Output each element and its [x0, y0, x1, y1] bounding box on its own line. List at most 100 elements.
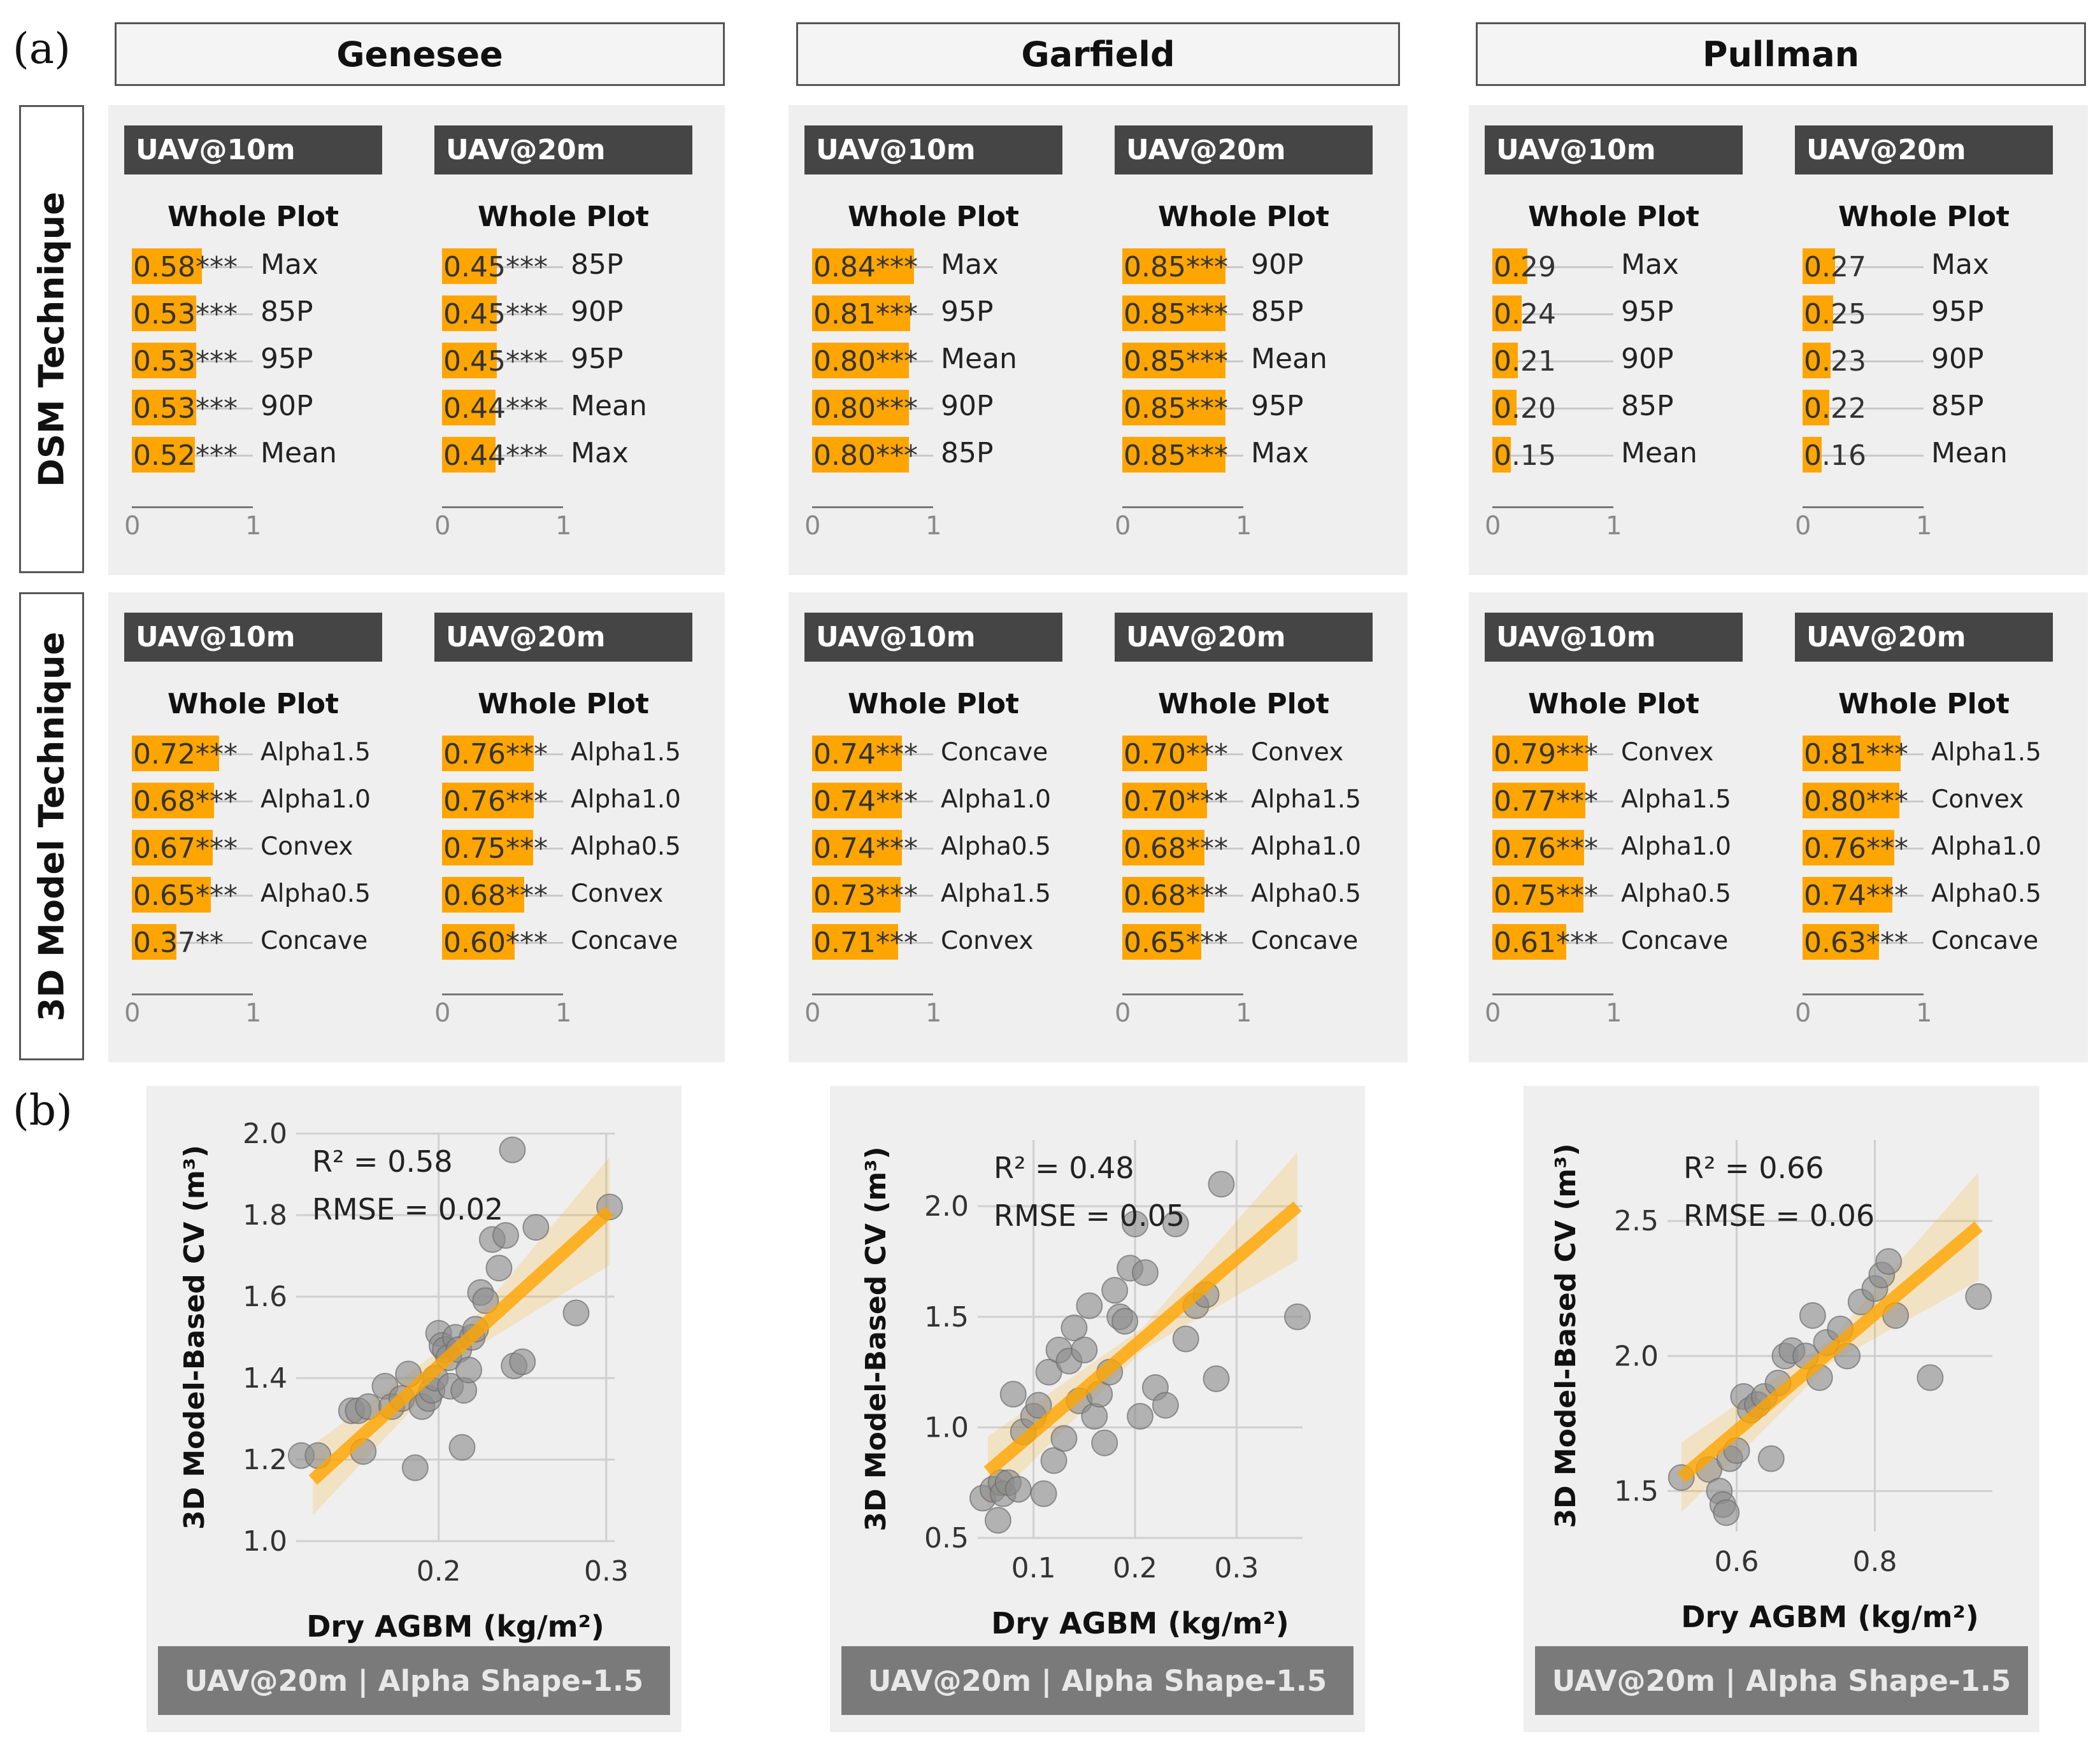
bar-chart-garfield-3d-uav-10m-value-concave: 0.74*** — [813, 738, 918, 771]
bar-chart-pullman-dsm-uav-10m-gridline — [1492, 313, 1613, 315]
bar-chart-garfield-3d-uav-20m-tick-1: 1 — [1236, 999, 1252, 1028]
bar-chart-pullman-dsm-uav-20m-value-95p: 0.25 — [1804, 298, 1866, 331]
bar-chart-garfield-dsm-uav-10m-label-max: Max — [941, 248, 999, 281]
bar-chart-garfield-3d-uav-10m-label-alpha1-5: Alpha1.5 — [941, 879, 1051, 908]
bar-chart-garfield-dsm-uav-20m-value-mean: 0.85*** — [1124, 345, 1228, 378]
bar-chart-garfield-dsm-uav-20m-tick-1: 1 — [1236, 511, 1252, 541]
bar-chart-pullman-dsm-uav-10m-value-95p: 0.24 — [1494, 298, 1556, 331]
scatter-pullman-y-tick-label: 2.5 — [1614, 1205, 1659, 1237]
scatter-garfield-point — [1122, 1210, 1149, 1237]
scatter-garfield-point — [1071, 1336, 1098, 1363]
bar-chart-garfield-dsm-uav-20m-label-95p: 95P — [1251, 390, 1304, 422]
bar-chart-genesee-3d-uav-20m-bar-concave — [442, 924, 515, 960]
scatter-pullman-y-tick-label: 1.5 — [1614, 1475, 1659, 1507]
bar-chart-genesee-3d-uav-10m-label-alpha0-5: Alpha0.5 — [261, 879, 371, 908]
bar-chart-pullman-3d-uav-20m-label-concave: Concave — [1931, 927, 2039, 955]
panel-label-a: (a) — [13, 24, 71, 73]
bar-chart-garfield-dsm-uav-20m-label-90p: 90P — [1251, 248, 1304, 281]
scatter-genesee-plot: 0.2 0.3 1.0 1.2 1.4 1.6 1.8 2.0 R² = 0.58 RMSE = … — [178, 1118, 629, 1644]
scatter-garfield-caption: UAV@20m | Alpha Shape-1.5 — [841, 1646, 1354, 1715]
bar-chart-garfield-3d-uav-10m-x-axis — [812, 993, 933, 995]
bar-chart-pullman-dsm-uav-20m-label-90p: 90P — [1931, 343, 1984, 375]
bar-chart-garfield-3d-uav-20m-x-axis — [1122, 993, 1243, 995]
bar-chart-genesee-dsm-uav-20m-title: Whole Plot — [478, 201, 649, 233]
bar-chart-pullman-3d-uav-10m-bar-alpha1-5 — [1492, 783, 1585, 818]
bar-chart-genesee-3d-uav-20m-tick-0: 0 — [434, 999, 451, 1028]
bar-chart-garfield-3d-uav-20m-value-alpha1-0: 0.68*** — [1124, 832, 1228, 865]
bar-chart-pullman-3d-uav-20m-label-convex: Convex — [1931, 785, 2024, 814]
bar-chart-garfield-dsm-uav-10m-label-95p: 95P — [941, 295, 994, 328]
bar-chart-genesee-3d-uav-20m-value-convex: 0.68*** — [443, 879, 548, 912]
bar-chart-pullman-dsm-uav-10m-title: Whole Plot — [1528, 201, 1699, 233]
bar-chart-genesee-3d-uav-10m-bar-convex — [132, 830, 213, 865]
bar-chart-pullman-3d-uav-10m-value-convex: 0.79*** — [1494, 738, 1598, 771]
bar-chart-genesee-dsm-uav-10m-value-95p: 0.53*** — [133, 345, 238, 378]
bar-chart-genesee-dsm-uav-10m-platform-tag: UAV@10m — [124, 125, 382, 174]
scatter-garfield-point — [1030, 1480, 1057, 1507]
scatter-genesee-y-tick-label: 2.0 — [243, 1118, 287, 1150]
scatter-garfield-confidence-band — [987, 1152, 1298, 1507]
bar-chart-genesee-dsm-uav-10m-title: Whole Plot — [168, 201, 339, 233]
bar-chart-garfield-3d-uav-20m-bar-convex — [1122, 736, 1207, 771]
bar-chart-pullman-dsm-uav-20m-label-mean: Mean — [1931, 437, 2008, 469]
bar-chart-garfield-dsm-uav-10m-tick-0: 0 — [804, 511, 821, 541]
bar-chart-garfield-dsm-uav-20m-value-90p: 0.85*** — [1124, 251, 1228, 283]
bar-chart-genesee-3d-uav-10m-value-alpha1-5: 0.72*** — [133, 738, 238, 771]
bar-chart-genesee-3d-uav-20m-label-alpha1-5: Alpha1.5 — [571, 738, 681, 767]
bar-chart-genesee-3d-uav-10m-value-convex: 0.67*** — [133, 832, 238, 865]
scatter-genesee-y-axis-label: 3D Model-Based CV (m³) — [178, 1145, 211, 1530]
bar-chart-pullman-3d-uav-20m-value-alpha1-0: 0.76*** — [1804, 832, 1908, 865]
bar-chart-genesee-dsm-uav-20m-value-85p: 0.45*** — [443, 251, 548, 283]
bar-chart-garfield-dsm-uav-20m-platform-tag: UAV@20m — [1115, 125, 1373, 174]
bar-chart-garfield-3d-uav-20m-value-convex: 0.70*** — [1124, 738, 1228, 771]
bar-chart-pullman-dsm-uav-20m-bar-95p — [1803, 295, 1833, 331]
bar-chart-genesee-dsm-uav-20m-label-85p: 85P — [571, 248, 624, 281]
scatter-pullman-r2-annotation: R² = 0.66 — [1683, 1151, 1824, 1185]
bar-chart-garfield-dsm-uav-10m-bar-mean — [812, 343, 909, 378]
bar-chart-pullman-3d-uav-20m-label-alpha1-5: Alpha1.5 — [1931, 738, 2041, 767]
bar-chart-pullman-dsm-uav-10m-label-mean: Mean — [1621, 437, 1697, 469]
bar-chart-garfield-3d-uav-10m-bar-convex — [812, 924, 898, 960]
scatter-garfield-point — [1284, 1303, 1311, 1330]
bar-chart-garfield-dsm-uav-20m-bar-95p — [1122, 390, 1225, 425]
bar-chart-genesee-3d-uav-20m-label-convex: Convex — [571, 879, 664, 908]
bar-chart-genesee-dsm-uav-10m-bar-90p — [132, 390, 196, 425]
scatter-genesee-caption: UAV@20m | Alpha Shape-1.5 — [158, 1646, 670, 1715]
bar-chart-garfield-3d-uav-20m-value-alpha0-5: 0.68*** — [1124, 879, 1228, 912]
bar-chart-garfield-dsm-uav-10m-tick-1: 1 — [925, 511, 942, 541]
bar-chart-garfield-3d-uav-20m-label-alpha1-0: Alpha1.0 — [1251, 832, 1361, 861]
bar-chart-pullman-dsm-uav-20m-platform-tag: UAV@20m — [1795, 125, 2053, 174]
bar-chart-garfield-3d-uav-10m-value-convex: 0.71*** — [813, 927, 918, 959]
bar-chart-pullman-dsm-uav-10m-bar-95p — [1492, 295, 1522, 331]
bar-chart-genesee-dsm-uav-10m-label-mean: Mean — [261, 437, 337, 469]
scatter-genesee-rmse-annotation: RMSE = 0.02 — [312, 1192, 503, 1227]
bar-chart-pullman-3d-uav-10m-bar-alpha1-0 — [1492, 830, 1584, 865]
bar-chart-pullman-3d-uav-20m-bar-alpha1-0 — [1803, 830, 1894, 865]
scatter-garfield-point — [1025, 1391, 1052, 1419]
scatter-genesee-point — [448, 1434, 476, 1461]
bar-chart-garfield-dsm-uav-10m-value-90p: 0.80*** — [813, 392, 918, 425]
bar-chart-garfield-dsm-uav-20m-x-axis — [1122, 506, 1243, 508]
bar-chart-pullman-3d-uav-10m-bar-concave — [1492, 924, 1566, 960]
bar-chart-genesee-3d-uav-20m-value-alpha1-5: 0.76*** — [443, 738, 548, 771]
bar-chart-pullman-dsm-uav-10m-tick-0: 0 — [1485, 511, 1501, 541]
bar-chart-genesee-3d-uav-10m-title: Whole Plot — [168, 688, 339, 720]
scatter-garfield-y-tick-label: 1.5 — [924, 1301, 969, 1334]
bar-chart-genesee-3d-uav-10m-value-alpha1-0: 0.68*** — [133, 785, 238, 818]
bar-chart-garfield-3d-uav-20m-label-convex: Convex — [1251, 738, 1344, 767]
bar-chart-genesee-dsm-uav-20m-value-mean: 0.44*** — [443, 392, 548, 425]
panel-pullman-3d-model-technique — [1469, 592, 2088, 1062]
bar-chart-genesee-dsm-uav-20m-bar-mean — [442, 390, 496, 425]
scatter-genesee-point — [401, 1454, 429, 1481]
bar-chart-pullman-3d-uav-20m-label-alpha0-5: Alpha0.5 — [1931, 879, 2041, 908]
panel-garfield-dsm-technique — [789, 105, 1408, 575]
bar-chart-pullman-dsm-uav-10m-gridline — [1492, 266, 1613, 268]
bar-chart-genesee-3d-uav-20m-bar-alpha1-5 — [442, 736, 534, 771]
bar-chart-genesee-3d-uav-10m-platform-tag: UAV@10m — [124, 613, 382, 662]
scatter-genesee-point — [455, 1356, 483, 1384]
bar-chart-pullman-dsm-uav-20m-gridline — [1803, 360, 1924, 362]
bar-chart-genesee-dsm-uav-20m-gridline — [442, 455, 563, 457]
bar-chart-pullman-dsm-uav-20m-value-max: 0.27 — [1804, 251, 1866, 283]
scatter-pullman-panel — [1524, 1086, 2039, 1732]
scatter-genesee-point — [499, 1136, 526, 1163]
